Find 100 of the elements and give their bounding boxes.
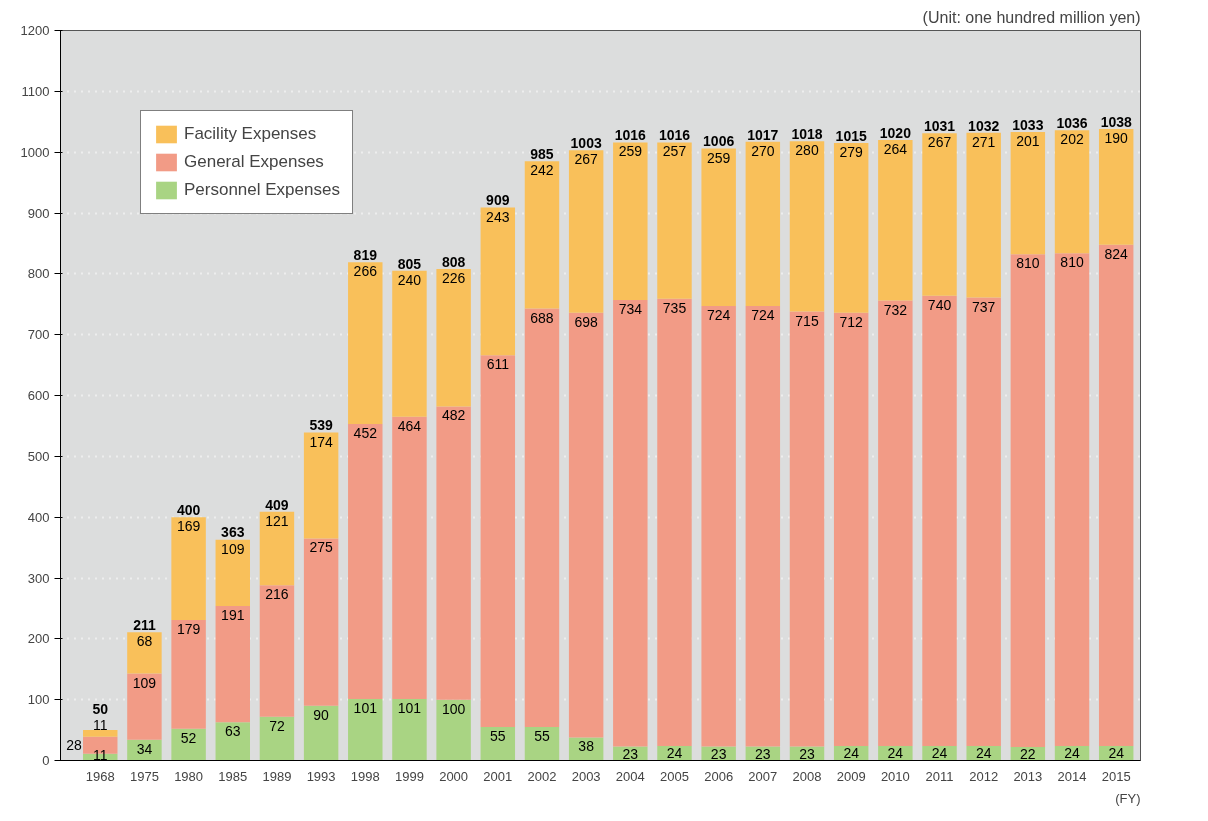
x-tick-label: 2008 — [792, 768, 822, 784]
data-label: 191 — [221, 606, 245, 623]
total-label: 1032 — [968, 117, 1000, 134]
total-label: 1033 — [1012, 116, 1044, 133]
text: (Unit: one hundred million yen) — [922, 8, 1141, 26]
data-label: 611 — [486, 356, 510, 373]
data-label: 267 — [927, 134, 952, 151]
bar — [922, 133, 957, 296]
bar — [1054, 253, 1090, 746]
data-label: 264 — [883, 141, 908, 157]
data-label: 715 — [795, 312, 819, 329]
data-label: 688 — [530, 309, 554, 326]
data-label: 24 — [1064, 745, 1081, 762]
total-label: 985 — [530, 146, 554, 163]
total-label: 909 — [486, 192, 510, 209]
data-label: 11 — [92, 746, 108, 763]
data-label: 259 — [706, 149, 731, 166]
bar — [348, 262, 383, 425]
x-tick-label: 1989 — [262, 768, 292, 784]
total-label: 1018 — [791, 126, 823, 143]
bar — [480, 355, 516, 728]
data-label: 242 — [530, 162, 554, 179]
data-label: 732 — [883, 301, 908, 318]
total-label: 1017 — [747, 126, 779, 143]
data-label: 257 — [662, 143, 687, 160]
data-label: 24 — [1108, 745, 1125, 762]
x-tick-label: 1975 — [129, 768, 159, 784]
bar — [701, 148, 736, 307]
bar — [348, 699, 383, 761]
bar — [348, 424, 383, 700]
bar — [701, 306, 736, 747]
x-tick-label: 1998 — [350, 768, 380, 784]
bar — [613, 299, 648, 747]
y-tick-label: 1000 — [20, 144, 50, 160]
data-label: 810 — [1060, 254, 1084, 271]
x-tick-label: 2013 — [1013, 768, 1043, 784]
total-label: 409 — [265, 496, 289, 513]
bar — [833, 312, 869, 746]
bar — [1010, 132, 1046, 255]
data-label: 38 — [578, 738, 595, 755]
bar — [259, 716, 295, 761]
total-label: 1016 — [658, 127, 691, 144]
data-label: 169 — [176, 518, 201, 535]
bar — [1098, 244, 1134, 746]
total-label: 805 — [397, 255, 422, 272]
data-label: 482 — [441, 407, 466, 424]
data-label: 824 — [1104, 245, 1129, 262]
x-tick-label: 1993 — [306, 768, 336, 784]
bar — [171, 728, 206, 761]
data-label: 202 — [1060, 131, 1084, 148]
bar — [480, 207, 516, 356]
total-label: 211 — [133, 616, 156, 633]
bar — [966, 132, 1001, 298]
data-label: 22 — [1020, 745, 1036, 762]
bar — [524, 161, 560, 309]
bar — [392, 699, 427, 761]
bar — [436, 406, 471, 700]
bar — [1054, 130, 1090, 254]
total-label: 363 — [221, 524, 245, 541]
data-label: 712 — [839, 313, 864, 330]
y-tick-label: 300 — [27, 570, 50, 586]
total-label: 819 — [353, 247, 378, 264]
data-label: 240 — [397, 271, 422, 288]
bar — [259, 585, 295, 717]
total-label: 50 — [92, 701, 109, 718]
bar — [303, 538, 339, 706]
legend-label: Facility Expenses — [184, 124, 317, 144]
y-tick-label: 200 — [27, 631, 50, 647]
data-label: 55 — [490, 728, 506, 745]
data-label: 735 — [662, 299, 687, 316]
data-label: 737 — [972, 298, 996, 315]
data-label: 23 — [799, 745, 815, 762]
bar — [436, 268, 471, 407]
data-label: 23 — [710, 745, 727, 762]
y-tick-label: 100 — [27, 692, 50, 708]
x-axis-title: (FY) — [1115, 790, 1141, 806]
x-tick-label: 2009 — [836, 768, 866, 784]
x-tick-label: 2014 — [1057, 768, 1087, 784]
bar — [966, 297, 1001, 746]
bar — [215, 605, 250, 723]
total-label: 1006 — [703, 133, 735, 150]
total-label: 400 — [176, 501, 201, 518]
y-tick-label: 400 — [27, 509, 50, 525]
bar — [878, 140, 913, 301]
total-label: 1020 — [879, 124, 912, 141]
bar — [789, 311, 825, 747]
x-tick-label: 2004 — [615, 768, 645, 784]
x-tick-label: 2006 — [704, 768, 734, 784]
bar — [127, 632, 162, 674]
data-label: 259 — [618, 143, 643, 160]
bar — [568, 150, 604, 313]
y-tick-label: 1200 — [20, 23, 50, 38]
bar — [568, 312, 604, 738]
bar — [833, 143, 869, 313]
data-label: 271 — [972, 133, 996, 150]
data-label: 55 — [534, 728, 550, 745]
bar — [613, 142, 648, 300]
data-label: 174 — [309, 433, 334, 450]
data-label: 279 — [839, 144, 864, 161]
bar — [171, 517, 206, 620]
